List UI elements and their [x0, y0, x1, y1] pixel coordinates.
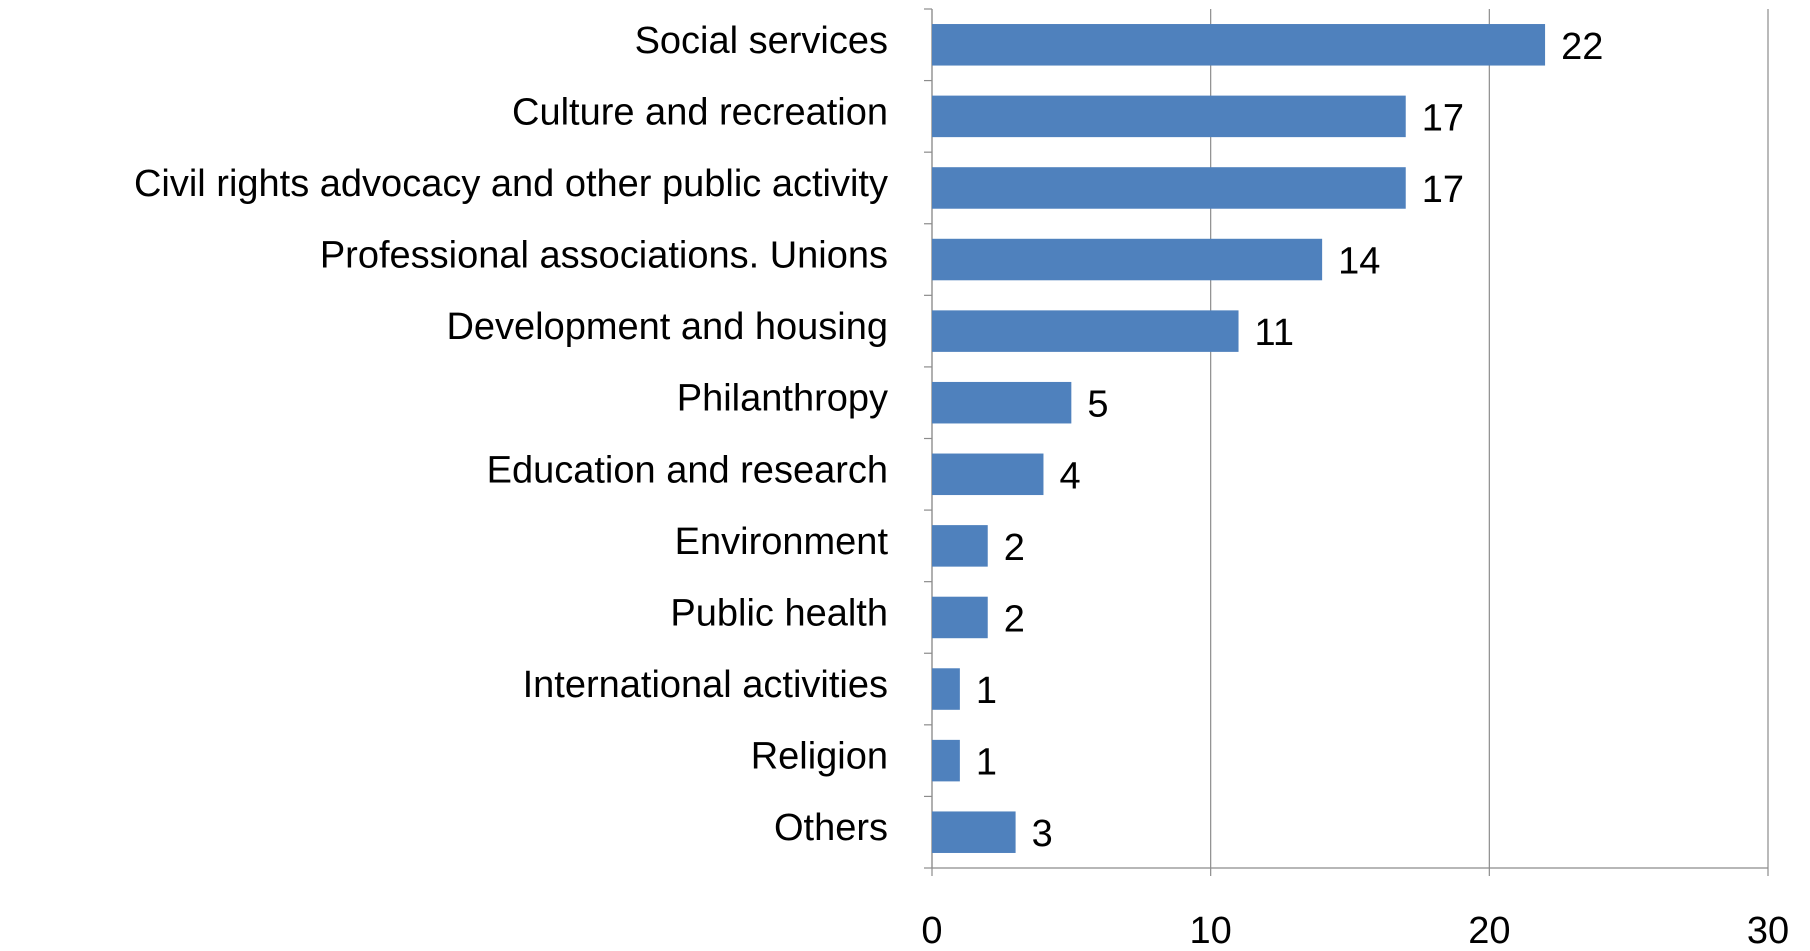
y-tick-label: Religion — [751, 736, 888, 778]
y-tick-label: Education and research — [487, 449, 888, 491]
value-label: 5 — [1087, 384, 1108, 426]
value-label: 11 — [1255, 312, 1294, 354]
bar — [932, 596, 988, 639]
bar — [932, 668, 960, 710]
value-label: 3 — [1032, 813, 1053, 855]
bar — [932, 238, 1323, 281]
bar — [932, 167, 1406, 209]
value-label: 2 — [1004, 598, 1025, 640]
x-tick-label: 30 — [1747, 910, 1789, 951]
x-tick-label: 0 — [921, 910, 942, 951]
value-label: 2 — [1004, 527, 1025, 569]
bar — [932, 525, 988, 567]
bar — [932, 739, 960, 782]
value-label: 1 — [976, 670, 997, 712]
value-label: 22 — [1561, 26, 1603, 68]
bar — [932, 381, 1072, 424]
y-tick-label: Social services — [635, 20, 888, 62]
y-tick-label: Civil rights advocacy and other public a… — [134, 163, 888, 205]
value-label: 14 — [1338, 241, 1380, 283]
y-tick-label: Professional associations. Unions — [320, 235, 888, 277]
value-label: 17 — [1422, 169, 1464, 211]
x-tick-label: 10 — [1190, 910, 1232, 951]
y-tick-label: Philanthropy — [677, 378, 888, 420]
bar — [932, 310, 1239, 352]
bar — [932, 811, 1016, 853]
value-label: 4 — [1059, 455, 1080, 497]
bar — [932, 453, 1044, 496]
y-tick-label: Development and housing — [446, 306, 888, 348]
y-tick-label: Environment — [675, 521, 889, 563]
y-tick-label: Culture and recreation — [512, 91, 888, 133]
y-tick-label: Others — [774, 807, 888, 849]
value-label: 1 — [976, 742, 997, 784]
x-tick-label: 20 — [1468, 910, 1510, 951]
bar — [932, 24, 1546, 66]
bar — [932, 95, 1406, 138]
y-tick-label: Public health — [670, 592, 888, 634]
y-tick-label: International activities — [523, 664, 888, 706]
value-label: 17 — [1422, 97, 1464, 139]
